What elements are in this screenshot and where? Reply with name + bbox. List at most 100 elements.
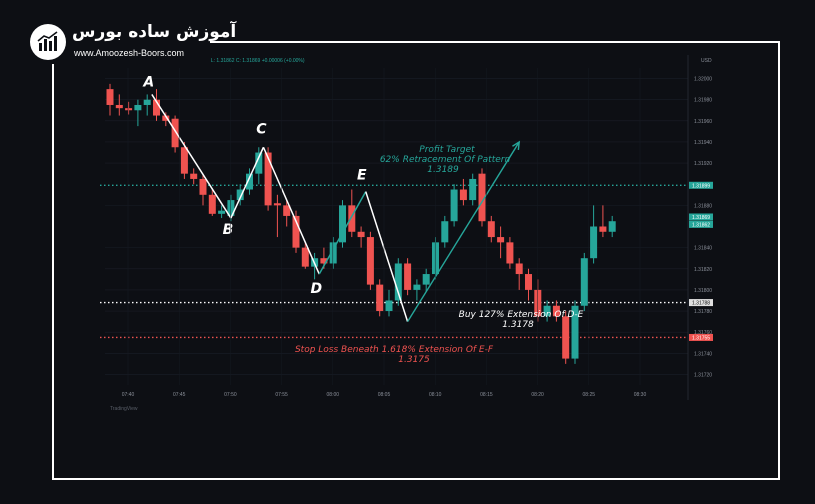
- brand-logo: آموزش ساده بورس www.Amoozesh-Boors.com: [20, 18, 236, 64]
- candle-24: [329, 237, 337, 269]
- x-tick-label-2: 07:50: [224, 392, 237, 398]
- candle-body-43: [506, 242, 514, 264]
- candle-body-41: [487, 221, 495, 238]
- candle-body-3: [134, 104, 142, 111]
- candle-body-35: [432, 242, 439, 275]
- candle-9: [190, 168, 198, 185]
- price-badge-label-3: 1.31788: [692, 301, 710, 307]
- currency-label: USD: [701, 58, 712, 64]
- pattern-leg-AB: [151, 94, 232, 219]
- price-badge-2: [689, 220, 713, 228]
- target-arrow-line: [407, 141, 520, 322]
- candle-52: [590, 205, 598, 264]
- price-badge-label-4: 1.31755: [692, 335, 710, 341]
- candle-body-5: [153, 99, 160, 116]
- candle-body-44: [515, 263, 523, 275]
- candle-12: [218, 205, 226, 219]
- candle-14: [236, 184, 244, 206]
- price-badge-label-1: 1.31869: [692, 215, 710, 221]
- candle-47: [543, 300, 551, 322]
- candle-body-6: [162, 115, 170, 121]
- candle-50: [571, 300, 579, 364]
- candle-38: [459, 178, 467, 206]
- x-tick-label-5: 08:05: [378, 392, 391, 398]
- price-badge-label-2: 1.31862: [692, 222, 710, 228]
- candle-body-15: [246, 173, 253, 190]
- pattern-leg-EF: [365, 191, 409, 322]
- candle-body-16: [255, 152, 263, 174]
- point-label-B: B: [223, 222, 234, 238]
- candle-body-20: [292, 215, 300, 248]
- candle-body-34: [422, 274, 430, 285]
- candle-27: [357, 226, 365, 248]
- stop-loss-label: Stop Loss Beneath 1.618% Extension Of E-…: [295, 345, 494, 355]
- candle-body-47: [543, 305, 551, 317]
- candle-body-21: [301, 247, 309, 267]
- price-badge-3: [689, 299, 713, 307]
- candle-body-9: [190, 173, 198, 179]
- candle-40: [478, 168, 486, 227]
- candle-body-32: [404, 263, 412, 290]
- stop-loss-annotation: Stop Loss Beneath 1.618% Extension Of E-…: [295, 345, 494, 365]
- candle-41: [487, 215, 495, 243]
- y-tick-label-7: 1.31820: [694, 267, 712, 273]
- y-tick-label-0: 1.32000: [694, 77, 712, 83]
- candle-body-50: [571, 305, 579, 359]
- candle-48: [552, 300, 560, 322]
- candle-0: [106, 83, 114, 116]
- candle-42: [497, 226, 505, 259]
- candle-29: [376, 279, 384, 317]
- x-tick-label-1: 07:45: [173, 392, 186, 398]
- candle-2: [125, 101, 133, 115]
- candle-body-39: [469, 178, 477, 201]
- candle-4: [143, 94, 151, 116]
- candle-34: [422, 268, 430, 293]
- x-tick-label-4: 08:00: [327, 392, 340, 398]
- candle-body-27: [357, 231, 365, 238]
- chart-grid: [105, 78, 688, 375]
- image-frame: [52, 41, 780, 480]
- candle-body-13: [227, 200, 235, 216]
- candle-body-31: [394, 263, 402, 301]
- point-label-E: E: [357, 168, 367, 184]
- candle-body-4: [143, 99, 151, 105]
- y-tick-label-4: 1.31920: [694, 161, 712, 167]
- candle-body-10: [199, 178, 207, 195]
- ohlc-readout: H: 1.31869 L: 1.31862 C: 1.31869 +0.0000…: [185, 58, 305, 64]
- candle-1: [115, 94, 123, 116]
- candle-body-51: [580, 258, 588, 306]
- candle-16: [255, 147, 263, 185]
- x-tick-label-0: 07:40: [122, 392, 135, 398]
- point-label-C: C: [256, 121, 267, 137]
- x-tick-label-6: 08:10: [429, 392, 442, 398]
- candle-body-28: [366, 237, 374, 285]
- candle-21: [301, 242, 309, 269]
- price-badge-label-0: 1.31899: [692, 183, 710, 189]
- pattern-leg-CD: [262, 146, 320, 275]
- y-tick-label-1: 1.31980: [694, 98, 712, 104]
- candle-body-0: [106, 89, 114, 105]
- candle-32: [404, 258, 412, 296]
- y-tick-label-6: 1.31840: [694, 246, 712, 252]
- candle-19: [283, 200, 291, 227]
- tradingview-watermark: TradingView: [110, 406, 138, 412]
- candle-43: [506, 237, 514, 269]
- candle-6: [162, 112, 170, 127]
- price-badge-0: [689, 181, 713, 189]
- x-tick-label-7: 08:15: [480, 392, 493, 398]
- candle-33: [413, 279, 421, 301]
- candle-body-54: [608, 221, 616, 232]
- candle-body-11: [208, 194, 216, 214]
- candle-body-48: [552, 305, 560, 317]
- x-tick-label-8: 08:20: [531, 392, 544, 398]
- logo-title: آموزش ساده بورس: [72, 22, 237, 42]
- candle-5: [153, 89, 160, 121]
- candle-10: [199, 173, 207, 206]
- profit-target-label: Profit Target: [419, 145, 475, 155]
- candle-body-52: [590, 226, 598, 259]
- profit-target-desc: 62% Retracement Of Pattern: [380, 155, 511, 165]
- pattern-lines: [151, 94, 521, 322]
- candle-26: [348, 189, 356, 238]
- price-badge-1: [689, 213, 713, 221]
